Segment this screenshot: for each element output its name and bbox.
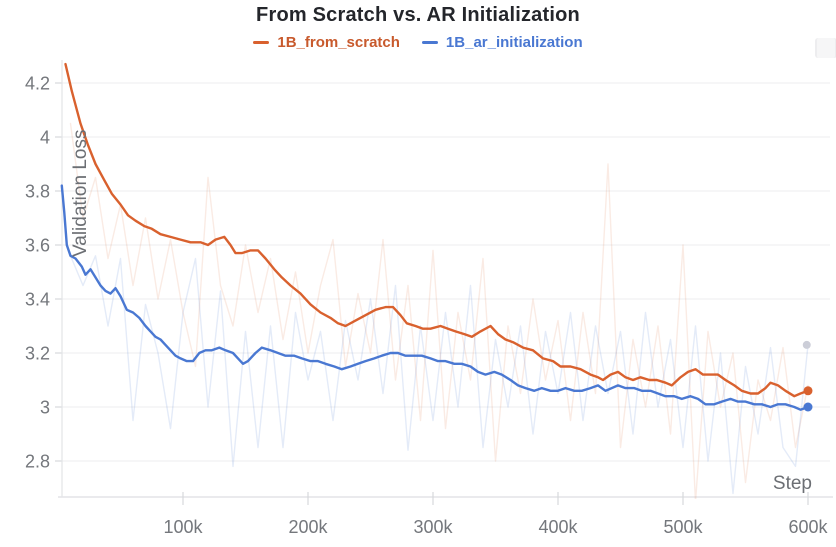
y-tick-label: 3.6 [25, 236, 50, 256]
y-tick-label: 3.2 [25, 344, 50, 364]
chart-legend: 1B_from_scratch 1B_ar_initialization [0, 34, 836, 51]
y-tick-label: 2.8 [25, 452, 50, 472]
y-axis-label: Validation Loss [70, 130, 91, 257]
end-marker-ar-init[interactable] [803, 402, 813, 412]
x-tick-label: 100k [163, 517, 203, 537]
x-tick-label: 300k [413, 517, 453, 537]
series-line-from-scratch[interactable] [64, 62, 810, 398]
legend-swatch-ar-initialization [421, 41, 438, 44]
series-line-ar-init-raw [69, 255, 809, 495]
x-tick-label: 400k [538, 517, 578, 537]
x-tick-label: 500k [663, 517, 703, 537]
series-line-from-scratch-raw [69, 122, 809, 499]
legend-item-ar-initialization[interactable]: 1B_ar_initialization [421, 34, 583, 51]
end-marker-from-scratch[interactable] [803, 386, 813, 396]
legend-swatch-from-scratch [253, 41, 270, 44]
y-tick-label: 3.4 [25, 290, 50, 310]
x-tick-label: 200k [288, 517, 328, 537]
y-tick-label: 3.8 [25, 182, 50, 202]
end-marker-ar-init-raw[interactable] [802, 340, 811, 349]
y-tick-label: 3 [40, 398, 50, 418]
x-tick-label: 600k [788, 517, 828, 537]
legend-item-from-scratch[interactable]: 1B_from_scratch [253, 34, 400, 51]
x-axis-label: Step [773, 473, 812, 494]
chart-title: From Scratch vs. AR Initialization [256, 4, 580, 26]
y-tick-label: 4.2 [25, 74, 50, 94]
legend-label-ar-initialization: 1B_ar_initialization [445, 34, 583, 51]
y-tick-label: 4 [40, 128, 50, 148]
legend-label-from-scratch: 1B_from_scratch [277, 34, 400, 51]
series-line-ar-init[interactable] [60, 184, 810, 411]
